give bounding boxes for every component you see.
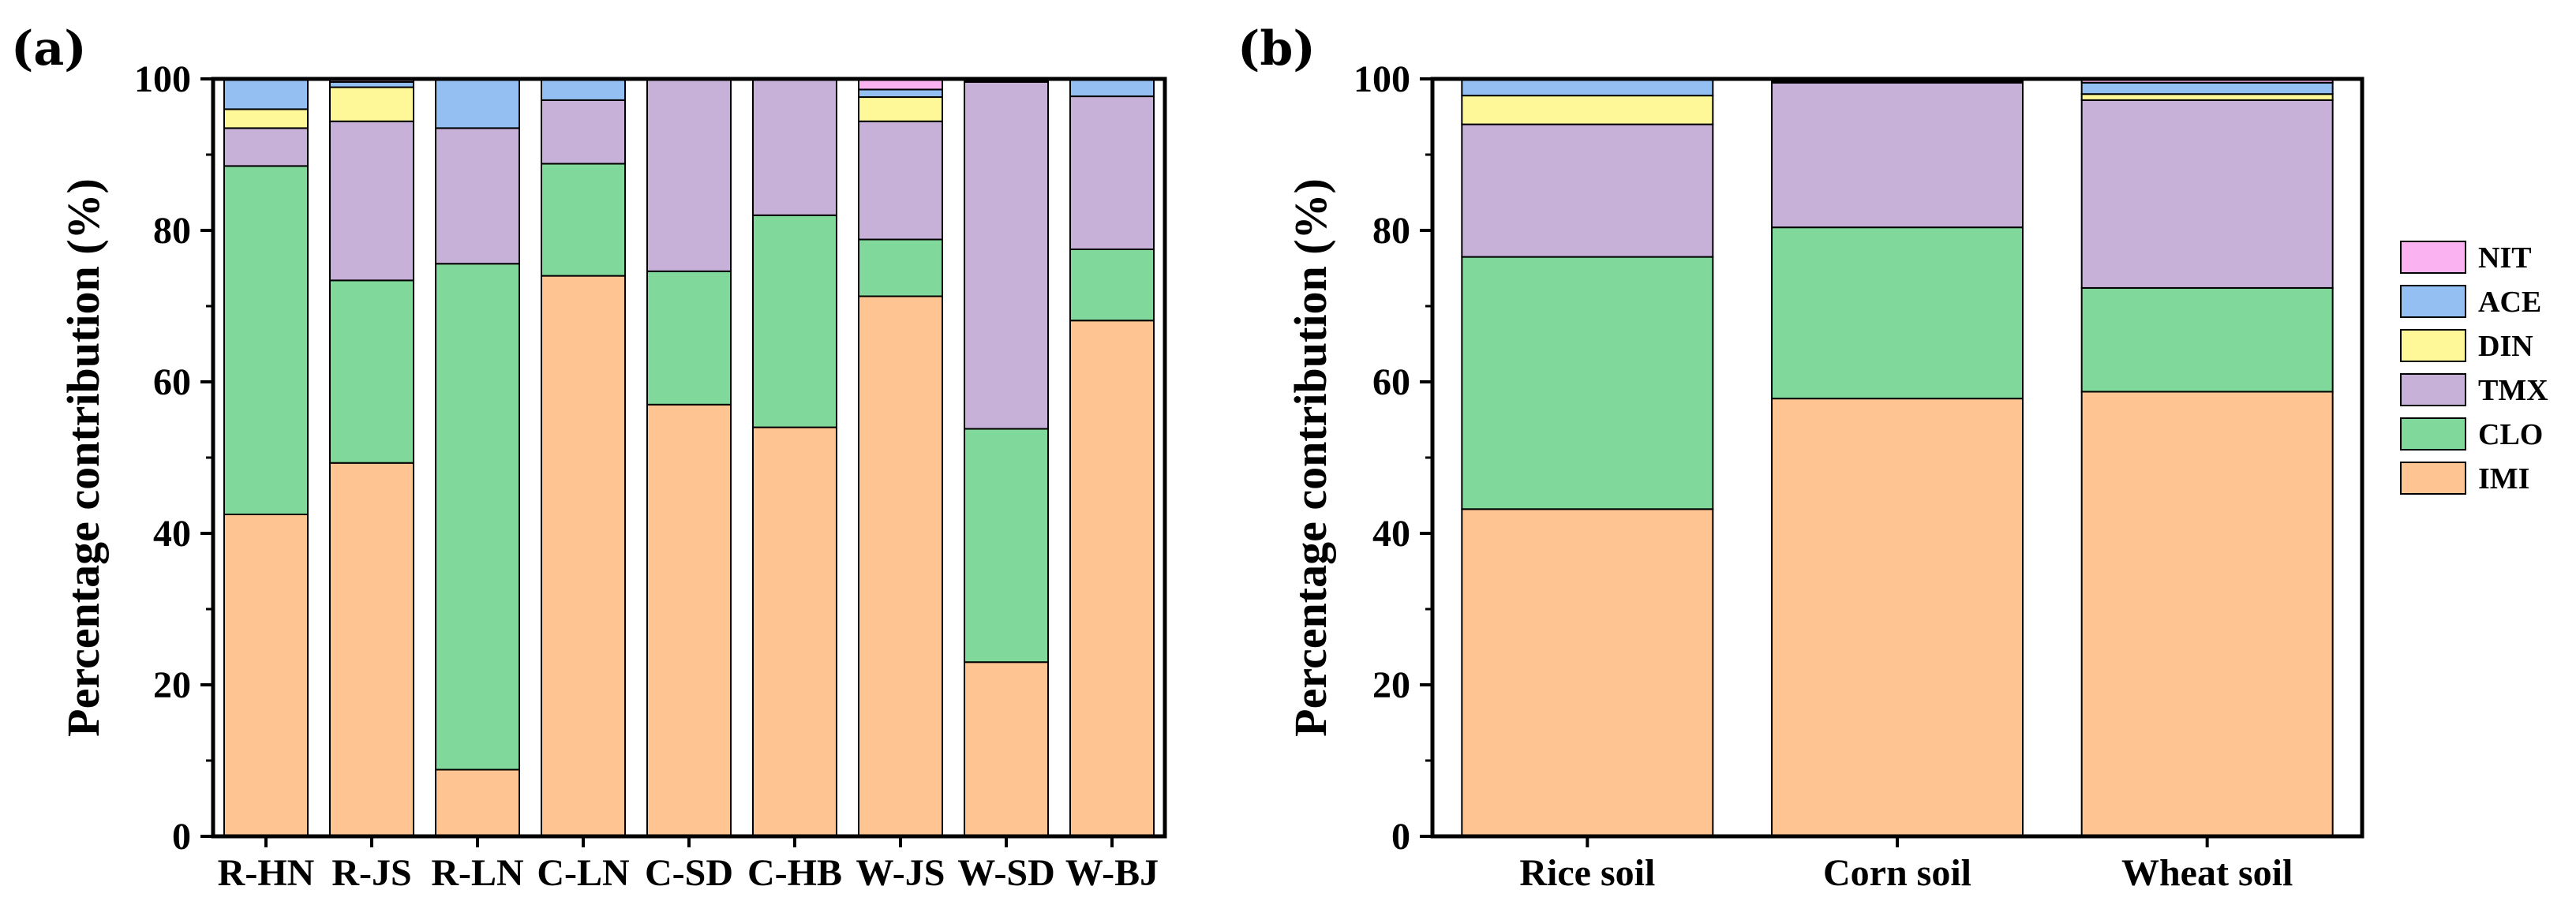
panel-a-bar-c-hb-imi: [752, 426, 837, 837]
panel-a-bar-c-hb-tmx: [752, 78, 837, 216]
panel-a-y-tick-label-40: 40: [153, 513, 191, 555]
panel-b-label: (b): [1237, 21, 1316, 77]
panel-a-bar-r-js-ace: [329, 80, 414, 88]
panel-a-x-tick-label-r-ln: R-LN: [431, 852, 524, 894]
panel-a-bar-w-sd-tmx: [964, 80, 1049, 430]
legend-label-clo: CLO: [2478, 418, 2543, 451]
legend-label-tmx: TMX: [2478, 374, 2548, 407]
panel-a-bar-w-bj-ace: [1069, 78, 1155, 98]
panel-a-bar-r-hn-tmx: [223, 127, 309, 167]
panel-b-x-tick-label-wheat-soil: Wheat soil: [2121, 852, 2293, 894]
panel-a-bar-w-bj-clo: [1069, 249, 1155, 322]
panel-a-x-tick-label-r-hn: R-HN: [218, 852, 315, 894]
panel-b-bar-corn-soil-imi: [1771, 398, 2024, 837]
panel-b-bar-rice-soil-imi: [1461, 508, 1714, 838]
panel-b-y-tick-label-80: 80: [1372, 210, 1410, 252]
panel-a-chart: (a) 0 20 40 60 80 100 R-HN R-JS R-LN C-LN C-SD C-H…: [11, 21, 1167, 894]
panel-a-x-ticks: R-HN R-JS R-LN C-LN C-SD C-HB W-JS W-SD W-BJ: [218, 836, 1159, 894]
panel-a-bar-w-sd-imi: [964, 661, 1049, 838]
panel-b-y-axis-title: Percentage contribution (%): [1285, 178, 1336, 737]
panel-a-x-tick-label-r-js: R-JS: [331, 852, 411, 894]
panel-a-bar-r-hn-ace: [223, 78, 309, 110]
panel-b-y-tick-label-40: 40: [1372, 513, 1410, 555]
panel-a-bar-r-hn-clo: [223, 165, 309, 515]
panel-b-y-tick-label-60: 60: [1372, 361, 1410, 403]
panel-a-bar-w-js-din: [858, 96, 943, 122]
panel-a-y-tick-label-20: 20: [153, 664, 191, 706]
panel-a-bar-w-bj-tmx: [1069, 95, 1155, 250]
panel-b-bar-wheat-soil-tmx: [2080, 99, 2334, 289]
panel-b-x-tick-label-rice-soil: Rice soil: [1519, 852, 1655, 894]
panel-a-bar-w-bj-imi: [1069, 320, 1155, 837]
panel-b-bar-wheat-soil-imi: [2080, 391, 2334, 838]
panel-b-bar-wheat-soil-din: [2080, 93, 2334, 101]
legend-swatch-imi: [2400, 462, 2466, 495]
panel-b-bar-rice-soil-clo: [1461, 256, 1714, 510]
panel-b-bar-wheat-soil-ace: [2080, 81, 2334, 95]
panel-a-x-tick-label-w-sd: W-SD: [957, 852, 1055, 894]
panel-a-y-ticks: 0 20 40 60 80 100: [134, 58, 213, 858]
panel-a-y-tick-label-80: 80: [153, 210, 191, 252]
panel-a-bars: [223, 78, 1155, 838]
panel-a-x-tick-label-w-bj: W-BJ: [1065, 852, 1159, 894]
legend-swatch-clo: [2400, 417, 2466, 451]
panel-a-bar-r-js-clo: [329, 279, 414, 464]
panel-b-bar-corn-soil-clo: [1771, 226, 2024, 400]
panel-b-y-tick-label-0: 0: [1391, 816, 1410, 858]
legend-swatch-ace: [2400, 285, 2466, 318]
panel-a-bar-r-js-din: [329, 86, 414, 122]
panel-b-y-ticks: 0 20 40 60 80 100: [1354, 58, 1432, 858]
panel-b-bar-rice-soil-din: [1461, 95, 1714, 125]
legend-label-imi: IMI: [2478, 462, 2529, 495]
panel-a-bar-w-js-tmx: [858, 120, 943, 241]
panel-b-bar-corn-soil-tmx: [1771, 81, 2024, 229]
panel-a-bar-c-ln-ace: [541, 78, 626, 101]
panel-b-x-ticks: Rice soil Corn soil Wheat soil: [1519, 836, 2293, 894]
panel-b-bar-wheat-soil-clo: [2080, 286, 2334, 393]
panel-a-bar-r-ln-clo: [435, 263, 520, 771]
panel-a-bar-w-sd-clo: [964, 428, 1049, 664]
legend-swatch-tmx: [2400, 373, 2466, 406]
panel-a-bar-w-js-imi: [858, 295, 943, 837]
panel-a-x-tick-label-w-js: W-JS: [856, 852, 945, 894]
legend-swatch-nit: [2400, 241, 2466, 274]
panel-a-bar-c-sd-clo: [646, 270, 732, 406]
panel-b-chart: (b) 0 20 40 60 80 100 Rice soil Corn soil Wheat…: [1237, 21, 2364, 894]
panel-a-y-tick-label-100: 100: [134, 58, 191, 100]
panel-a-bar-r-ln-ace: [435, 78, 520, 129]
panel-a-bar-w-js-clo: [858, 238, 943, 297]
panel-a-x-tick-label-c-sd: C-SD: [645, 852, 733, 894]
panel-b-bar-rice-soil-ace: [1461, 78, 1714, 97]
panel-a-bar-c-ln-tmx: [541, 99, 626, 165]
panel-a-bar-c-sd-tmx: [646, 78, 732, 272]
panel-b-y-tick-label-100: 100: [1354, 58, 1410, 100]
panel-a-bar-c-ln-clo: [541, 163, 626, 277]
panel-a-y-tick-label-60: 60: [153, 361, 191, 403]
panel-a-bar-r-js-tmx: [329, 120, 414, 282]
panel-b-bars: [1461, 78, 2334, 838]
panel-a-y-axis-title: Percentage contribution (%): [58, 178, 109, 737]
panel-a-x-tick-label-c-hb: C-HB: [747, 852, 842, 894]
legend-label-din: DIN: [2478, 330, 2533, 363]
panel-a-label: (a): [11, 21, 87, 77]
panel-b-bar-rice-soil-tmx: [1461, 123, 1714, 258]
legend-swatch-din: [2400, 329, 2466, 362]
panel-b-x-tick-label-corn-soil: Corn soil: [1823, 852, 1971, 894]
panel-a-bar-r-ln-imi: [435, 768, 520, 838]
panel-a-bar-c-sd-imi: [646, 403, 732, 837]
panel-a-bar-c-hb-clo: [752, 214, 837, 428]
panel-a-bar-c-ln-imi: [541, 275, 626, 838]
legend: NIT ACE DIN TMX CLO IMI: [2400, 241, 2548, 495]
panel-a-bar-r-js-imi: [329, 462, 414, 837]
legend-label-ace: ACE: [2478, 286, 2541, 319]
panel-a-bar-r-hn-imi: [223, 514, 309, 837]
panel-a-bar-r-ln-tmx: [435, 127, 520, 265]
panel-a-bar-w-js-ace: [858, 88, 943, 99]
panel-a-y-tick-label-0: 0: [172, 816, 191, 858]
legend-label-nit: NIT: [2478, 241, 2532, 275]
panel-b-y-tick-label-20: 20: [1372, 664, 1410, 706]
panel-a-bar-r-hn-din: [223, 108, 309, 129]
panel-a-x-tick-label-c-ln: C-LN: [537, 852, 630, 894]
